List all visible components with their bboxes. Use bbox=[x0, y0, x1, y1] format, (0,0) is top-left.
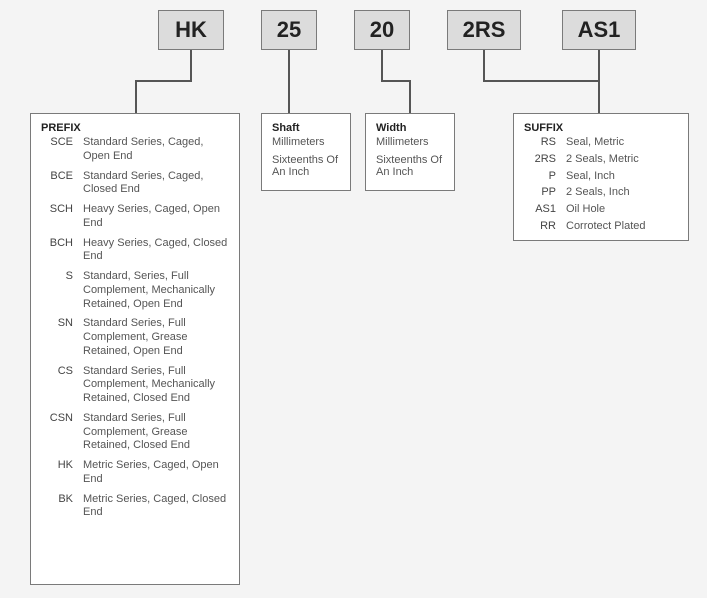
row-code: S bbox=[41, 270, 83, 317]
table-row: BCHHeavy Series, Caged, Closed End bbox=[41, 237, 229, 271]
code-label: HK bbox=[175, 17, 207, 43]
panel-sub: Millimeters bbox=[272, 136, 340, 148]
row-desc: Heavy Series, Caged, Closed End bbox=[83, 237, 229, 271]
code-label: AS1 bbox=[578, 17, 621, 43]
code-label: 20 bbox=[370, 17, 394, 43]
panel-sub: Sixteenths Of An Inch bbox=[376, 154, 444, 178]
row-code: BCH bbox=[41, 237, 83, 271]
diagram-canvas: HK 25 20 2RS AS1 PREFIX SCEStandard Seri… bbox=[0, 0, 707, 598]
row-code: HK bbox=[41, 459, 83, 493]
panel-title: SUFFIX bbox=[524, 122, 678, 134]
connector-line bbox=[483, 80, 600, 82]
row-code: CSN bbox=[41, 412, 83, 459]
connector-line bbox=[409, 80, 411, 113]
row-code: SN bbox=[41, 317, 83, 364]
code-box-25: 25 bbox=[261, 10, 317, 50]
row-code: RR bbox=[524, 220, 566, 237]
row-code: SCH bbox=[41, 203, 83, 237]
connector-line bbox=[381, 80, 411, 82]
prefix-table: SCEStandard Series, Caged, Open EndBCESt… bbox=[41, 136, 229, 526]
table-row: SNStandard Series, Full Complement, Grea… bbox=[41, 317, 229, 364]
connector-line bbox=[598, 50, 600, 80]
row-desc: Standard Series, Full Complement, Grease… bbox=[83, 412, 229, 459]
row-desc: Standard Series, Full Complement, Mechan… bbox=[83, 365, 229, 412]
row-desc: 2 Seals, Inch bbox=[566, 186, 678, 203]
code-box-2rs: 2RS bbox=[447, 10, 521, 50]
row-desc: Oil Hole bbox=[566, 203, 678, 220]
code-box-as1: AS1 bbox=[562, 10, 636, 50]
table-row: HKMetric Series, Caged, Open End bbox=[41, 459, 229, 493]
table-row: BCEStandard Series, Caged, Closed End bbox=[41, 170, 229, 204]
connector-line bbox=[190, 50, 192, 80]
table-row: SStandard, Series, Full Complement, Mech… bbox=[41, 270, 229, 317]
row-desc: Standard Series, Caged, Closed End bbox=[83, 170, 229, 204]
row-code: SCE bbox=[41, 136, 83, 170]
row-code: BCE bbox=[41, 170, 83, 204]
code-label: 2RS bbox=[463, 17, 506, 43]
connector-line bbox=[483, 50, 485, 80]
table-row: PSeal, Inch bbox=[524, 170, 678, 187]
panel-prefix: PREFIX SCEStandard Series, Caged, Open E… bbox=[30, 113, 240, 585]
table-row: RRCorrotect Plated bbox=[524, 220, 678, 237]
connector-line bbox=[598, 80, 600, 113]
table-row: CSStandard Series, Full Complement, Mech… bbox=[41, 365, 229, 412]
panel-title: Shaft bbox=[272, 122, 340, 134]
row-desc: Seal, Inch bbox=[566, 170, 678, 187]
suffix-table: RSSeal, Metric2RS2 Seals, MetricPSeal, I… bbox=[524, 136, 678, 237]
table-row: BKMetric Series, Caged, Closed End bbox=[41, 493, 229, 527]
table-row: RSSeal, Metric bbox=[524, 136, 678, 153]
connector-line bbox=[288, 50, 290, 113]
panel-shaft: Shaft Millimeters Sixteenths Of An Inch bbox=[261, 113, 351, 191]
code-box-20: 20 bbox=[354, 10, 410, 50]
panel-sub: Sixteenths Of An Inch bbox=[272, 154, 340, 178]
panel-title: Width bbox=[376, 122, 444, 134]
row-desc: Metric Series, Caged, Closed End bbox=[83, 493, 229, 527]
connector-line bbox=[135, 80, 192, 82]
code-box-hk: HK bbox=[158, 10, 224, 50]
row-desc: 2 Seals, Metric bbox=[566, 153, 678, 170]
code-label: 25 bbox=[277, 17, 301, 43]
panel-width: Width Millimeters Sixteenths Of An Inch bbox=[365, 113, 455, 191]
table-row: PP2 Seals, Inch bbox=[524, 186, 678, 203]
panel-title: PREFIX bbox=[41, 122, 229, 134]
row-desc: Standard Series, Full Complement, Grease… bbox=[83, 317, 229, 364]
row-code: BK bbox=[41, 493, 83, 527]
panel-sub: Millimeters bbox=[376, 136, 444, 148]
row-desc: Metric Series, Caged, Open End bbox=[83, 459, 229, 493]
row-code: 2RS bbox=[524, 153, 566, 170]
table-row: 2RS2 Seals, Metric bbox=[524, 153, 678, 170]
panel-suffix: SUFFIX RSSeal, Metric2RS2 Seals, MetricP… bbox=[513, 113, 689, 241]
row-desc: Corrotect Plated bbox=[566, 220, 678, 237]
connector-line bbox=[135, 80, 137, 113]
table-row: SCHHeavy Series, Caged, Open End bbox=[41, 203, 229, 237]
connector-line bbox=[381, 50, 383, 80]
row-code: AS1 bbox=[524, 203, 566, 220]
table-row: CSNStandard Series, Full Complement, Gre… bbox=[41, 412, 229, 459]
row-code: RS bbox=[524, 136, 566, 153]
row-code: P bbox=[524, 170, 566, 187]
table-row: SCEStandard Series, Caged, Open End bbox=[41, 136, 229, 170]
row-desc: Standard Series, Caged, Open End bbox=[83, 136, 229, 170]
row-desc: Heavy Series, Caged, Open End bbox=[83, 203, 229, 237]
row-desc: Standard, Series, Full Complement, Mecha… bbox=[83, 270, 229, 317]
row-code: CS bbox=[41, 365, 83, 412]
table-row: AS1Oil Hole bbox=[524, 203, 678, 220]
row-code: PP bbox=[524, 186, 566, 203]
row-desc: Seal, Metric bbox=[566, 136, 678, 153]
